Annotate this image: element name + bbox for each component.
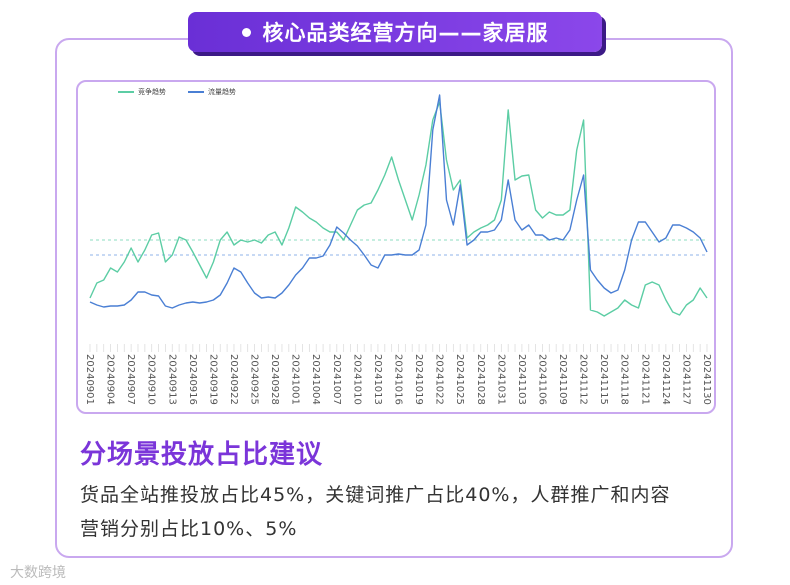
- x-tick-label: 20240925: [249, 354, 260, 405]
- series-line: [89, 101, 708, 317]
- chart-box: 20240901 20240904 20240907 20240910 20240913…: [76, 80, 716, 414]
- x-tick-label: 20241112: [578, 354, 589, 405]
- header-pill: 核心品类经营方向——家居服: [188, 12, 602, 52]
- watermark: 大数跨境: [10, 565, 66, 581]
- body-line: 营销分别占比10%、5%: [80, 518, 298, 540]
- x-tick-label: 20240922: [228, 354, 239, 405]
- x-tick-label: 20241019: [413, 354, 424, 405]
- dot: [241, 27, 251, 37]
- x-tick-label: 20241109: [557, 354, 568, 405]
- chart: 20240901 20240904 20240907 20240910 20240913…: [84, 87, 712, 405]
- x-tick-label: 20241121: [639, 354, 650, 405]
- section-title: 分场景投放占比建议: [80, 440, 324, 470]
- x-tick-label: 20241118: [619, 354, 630, 405]
- legend-label: 竞争趋势: [138, 87, 166, 96]
- x-tick-label: 20240901: [84, 354, 95, 405]
- x-tick-label: 20241001: [290, 354, 301, 405]
- x-tick-label: 20241025: [454, 354, 465, 405]
- x-tick-label: 20241010: [351, 354, 362, 405]
- x-tick-label: 20241106: [536, 354, 547, 405]
- x-tick-label: 20241031: [495, 354, 506, 405]
- x-tick-label: 20241016: [393, 354, 404, 405]
- x-tick-label: 20241007: [331, 354, 342, 405]
- x-tick-label: 20241022: [434, 354, 445, 405]
- x-tick-label: 20240913: [166, 354, 177, 405]
- x-tick-label: 20241124: [660, 354, 671, 405]
- x-tick-label: 20241103: [516, 354, 527, 405]
- x-tick-label: 20241115: [598, 354, 609, 405]
- x-tick-label: 20240928: [269, 354, 280, 405]
- x-tick-label: 20240904: [105, 354, 116, 405]
- x-tick-label: 20240919: [207, 354, 218, 405]
- x-tick-label: 20241028: [475, 354, 486, 405]
- x-tick-label: 20241130: [701, 354, 712, 405]
- x-tick-label: 20241127: [680, 354, 691, 405]
- x-tick-label: 20240907: [125, 354, 136, 405]
- header-title: 核心品类经营方向——家居服: [262, 21, 549, 45]
- legend-label: 流量趋势: [208, 87, 236, 96]
- body-line: 货品全站推投放占比45%，关键词推广占比40%，人群推广和内容: [80, 484, 671, 506]
- x-tick-label: 20240916: [187, 354, 198, 405]
- series-line: [89, 94, 708, 309]
- x-tick-label: 20240910: [146, 354, 157, 405]
- x-tick-label: 20241013: [372, 354, 383, 405]
- x-tick-label: 20241004: [310, 354, 321, 405]
